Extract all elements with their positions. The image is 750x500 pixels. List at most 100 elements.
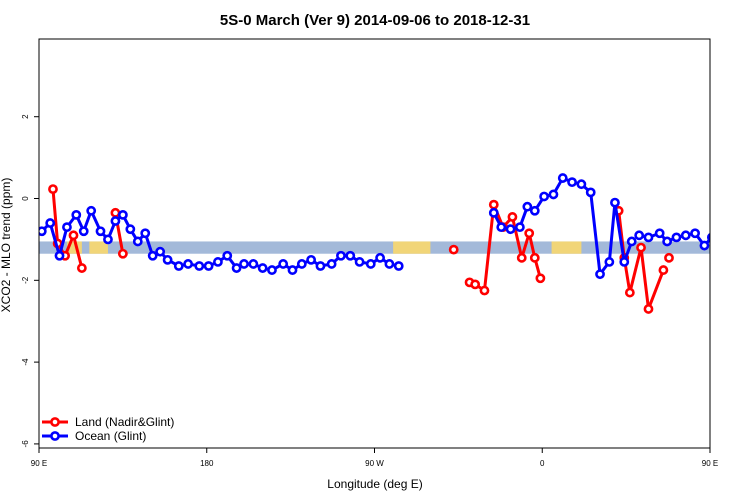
- data-point-land: [448, 244, 459, 255]
- data-point-ocean: [95, 226, 106, 237]
- data-point-land: [76, 263, 87, 273]
- band-highlight: [393, 241, 431, 254]
- data-point-land: [643, 304, 654, 314]
- data-point-land: [48, 184, 58, 195]
- data-point-ocean: [62, 222, 72, 233]
- data-point-land: [488, 199, 499, 210]
- legend-marker-ocean: [50, 431, 60, 441]
- data-point-land: [624, 287, 635, 298]
- data-point-ocean: [203, 261, 214, 271]
- data-point-ocean: [393, 261, 404, 271]
- data-point-ocean: [125, 224, 136, 235]
- data-point-ocean: [315, 261, 326, 271]
- data-point-ocean: [699, 240, 710, 251]
- data-point-land: [117, 248, 128, 259]
- data-point-land: [507, 212, 518, 222]
- data-point-ocean: [610, 197, 620, 208]
- x-tick-label: 90 E: [702, 459, 718, 468]
- legend-marker-land: [50, 417, 60, 427]
- data-point-ocean: [287, 265, 298, 275]
- legend-label-ocean: Ocean (Glint): [75, 429, 146, 443]
- data-point-ocean: [643, 232, 654, 243]
- data-point-ocean: [257, 263, 268, 273]
- x-tick-label: 90 W: [365, 459, 384, 468]
- data-point-ocean: [505, 224, 516, 235]
- band-highlight: [78, 241, 82, 254]
- data-point-ocean: [78, 226, 89, 237]
- data-point-ocean: [326, 259, 337, 269]
- data-point-ocean: [375, 252, 385, 263]
- data-point-ocean: [103, 234, 113, 245]
- data-point-ocean: [155, 246, 166, 257]
- reference-band: [39, 241, 710, 254]
- data-point-land: [529, 252, 540, 263]
- data-point-ocean: [222, 250, 233, 261]
- band-highlight: [66, 241, 79, 254]
- band-highlight: [551, 241, 582, 254]
- data-point-land: [664, 252, 674, 263]
- x-axis-label: Longitude (deg E): [327, 477, 422, 491]
- data-point-ocean: [239, 259, 249, 269]
- data-point-ocean: [619, 257, 630, 267]
- legend-label-land: Land (Nadir&Glint): [75, 415, 174, 429]
- x-axis: 90 E 180 90 W 0 90 E: [31, 448, 718, 468]
- data-point-ocean: [231, 263, 242, 273]
- y-tick-label: -6: [21, 440, 30, 448]
- y-axis: -6 -4 -2 0 2: [21, 114, 39, 448]
- data-point-ocean: [539, 191, 550, 202]
- data-point-land: [470, 279, 481, 290]
- y-tick-label: -2: [21, 276, 30, 284]
- data-point-ocean: [183, 259, 194, 269]
- data-point-ocean: [278, 259, 289, 269]
- data-point-ocean: [248, 259, 259, 269]
- data-point-ocean: [604, 257, 615, 267]
- data-point-ocean: [488, 207, 499, 218]
- x-tick-label: 0: [540, 459, 545, 468]
- data-point-ocean: [654, 228, 665, 239]
- series-ocean: [39, 173, 710, 280]
- y-axis-label: XCO2 - MLO trend (ppm): [0, 178, 13, 313]
- band-highlight: [89, 241, 108, 254]
- data-point-ocean: [365, 259, 376, 269]
- data-point-ocean: [690, 228, 700, 239]
- x-tick-label: 90 E: [31, 459, 47, 468]
- y-tick-label: -4: [21, 358, 30, 366]
- data-point-ocean: [132, 236, 143, 247]
- data-point-ocean: [147, 250, 158, 261]
- data-point-ocean: [173, 261, 184, 271]
- data-point-land: [524, 228, 535, 239]
- y-tick-label: 2: [21, 114, 30, 119]
- data-point-land: [516, 252, 527, 263]
- data-point-ocean: [110, 216, 121, 226]
- data-point-land: [636, 242, 646, 253]
- data-point-ocean: [522, 201, 533, 212]
- data-point-land: [68, 230, 79, 241]
- data-point-ocean: [336, 250, 346, 261]
- data-point-ocean: [39, 226, 47, 237]
- data-point-ocean: [557, 173, 568, 183]
- data-point-ocean: [267, 265, 277, 275]
- data-point-ocean: [496, 222, 507, 233]
- series-land: [48, 184, 674, 314]
- data-point-land: [658, 265, 669, 275]
- data-point-ocean: [529, 205, 540, 216]
- data-point-ocean: [576, 179, 587, 190]
- data-point-ocean: [86, 205, 97, 216]
- data-point-ocean: [384, 259, 395, 269]
- data-point-ocean: [585, 187, 596, 198]
- series-line-land: [469, 203, 542, 293]
- data-point-ocean: [548, 189, 559, 200]
- data-point-ocean: [213, 257, 223, 267]
- data-point-ocean: [45, 218, 56, 228]
- x-tick-label: 180: [200, 459, 214, 468]
- data-point-ocean: [662, 236, 673, 247]
- data-point-ocean: [680, 230, 691, 241]
- data-point-ocean: [54, 250, 65, 261]
- data-point-ocean: [306, 254, 317, 265]
- y-tick-label: 0: [21, 196, 30, 201]
- data-point-ocean: [194, 261, 205, 271]
- chart-title: 5S-0 March (Ver 9) 2014-09-06 to 2018-12…: [220, 12, 530, 29]
- data-point-ocean: [671, 232, 682, 243]
- data-point-ocean: [595, 269, 605, 280]
